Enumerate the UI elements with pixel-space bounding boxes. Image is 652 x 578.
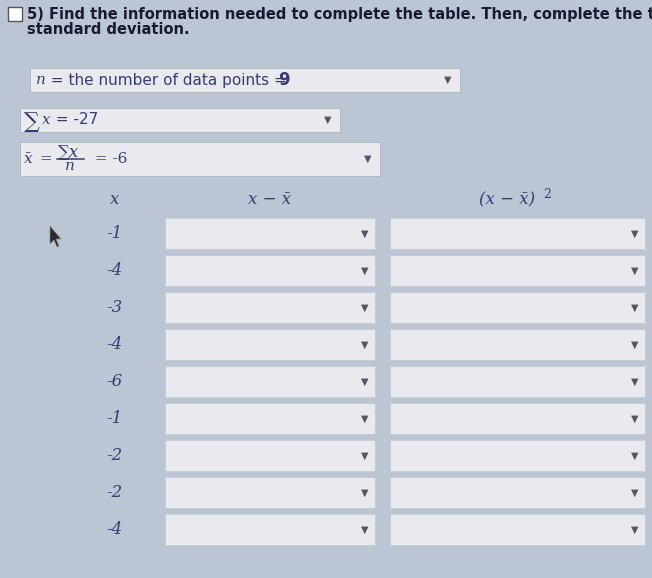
FancyBboxPatch shape bbox=[165, 218, 375, 249]
Text: ▼: ▼ bbox=[364, 154, 372, 164]
Text: = -27: = -27 bbox=[51, 113, 98, 128]
Text: n: n bbox=[65, 159, 75, 173]
FancyBboxPatch shape bbox=[165, 440, 375, 471]
FancyBboxPatch shape bbox=[30, 68, 460, 92]
Text: ▼: ▼ bbox=[631, 265, 639, 276]
FancyBboxPatch shape bbox=[390, 329, 645, 360]
Text: -2: -2 bbox=[107, 447, 123, 464]
Text: 9: 9 bbox=[278, 71, 289, 89]
FancyBboxPatch shape bbox=[390, 255, 645, 286]
Text: -3: -3 bbox=[107, 299, 123, 316]
Text: =: = bbox=[35, 152, 53, 166]
FancyBboxPatch shape bbox=[165, 292, 375, 323]
FancyBboxPatch shape bbox=[390, 440, 645, 471]
Text: -4: -4 bbox=[107, 336, 123, 353]
Text: ▼: ▼ bbox=[361, 376, 369, 387]
FancyBboxPatch shape bbox=[165, 514, 375, 545]
Text: ▼: ▼ bbox=[361, 339, 369, 350]
Text: ▼: ▼ bbox=[361, 265, 369, 276]
Text: ▼: ▼ bbox=[631, 524, 639, 535]
Text: ▼: ▼ bbox=[631, 450, 639, 461]
Text: = the number of data points =: = the number of data points = bbox=[46, 72, 287, 87]
Text: ▼: ▼ bbox=[444, 75, 452, 85]
Text: -1: -1 bbox=[107, 410, 123, 427]
Text: ▼: ▼ bbox=[631, 339, 639, 350]
Text: -6: -6 bbox=[107, 373, 123, 390]
FancyBboxPatch shape bbox=[165, 477, 375, 508]
Text: ▼: ▼ bbox=[631, 228, 639, 239]
FancyBboxPatch shape bbox=[390, 477, 645, 508]
Text: -2: -2 bbox=[107, 484, 123, 501]
FancyBboxPatch shape bbox=[390, 366, 645, 397]
FancyBboxPatch shape bbox=[165, 329, 375, 360]
FancyBboxPatch shape bbox=[390, 292, 645, 323]
FancyBboxPatch shape bbox=[20, 142, 380, 176]
Text: 5) Find the information needed to complete the table. Then, complete the table a: 5) Find the information needed to comple… bbox=[27, 8, 652, 23]
Text: -4: -4 bbox=[107, 262, 123, 279]
Text: n: n bbox=[36, 73, 46, 87]
Text: (x − x̄): (x − x̄) bbox=[479, 191, 535, 209]
Text: ▼: ▼ bbox=[361, 450, 369, 461]
FancyBboxPatch shape bbox=[8, 7, 22, 21]
Text: ▼: ▼ bbox=[631, 376, 639, 387]
Text: ▼: ▼ bbox=[631, 302, 639, 313]
Text: ∑x: ∑x bbox=[58, 143, 80, 161]
Text: 2: 2 bbox=[544, 188, 552, 202]
Text: x̄: x̄ bbox=[24, 152, 33, 166]
FancyBboxPatch shape bbox=[165, 403, 375, 434]
Text: ▼: ▼ bbox=[324, 115, 332, 125]
FancyBboxPatch shape bbox=[390, 514, 645, 545]
Text: ∑: ∑ bbox=[24, 111, 40, 133]
Text: ▼: ▼ bbox=[361, 524, 369, 535]
Text: x − x̄: x − x̄ bbox=[248, 191, 291, 209]
Polygon shape bbox=[50, 226, 61, 247]
FancyBboxPatch shape bbox=[165, 255, 375, 286]
Text: ▼: ▼ bbox=[361, 302, 369, 313]
Text: = -6: = -6 bbox=[90, 152, 127, 166]
FancyBboxPatch shape bbox=[390, 403, 645, 434]
FancyBboxPatch shape bbox=[165, 366, 375, 397]
Text: -4: -4 bbox=[107, 521, 123, 538]
Text: ▼: ▼ bbox=[361, 413, 369, 424]
Text: ▼: ▼ bbox=[361, 228, 369, 239]
Text: standard deviation.: standard deviation. bbox=[27, 21, 190, 36]
FancyBboxPatch shape bbox=[20, 108, 340, 132]
Text: ▼: ▼ bbox=[631, 413, 639, 424]
Text: ▼: ▼ bbox=[631, 487, 639, 498]
Text: ▼: ▼ bbox=[361, 487, 369, 498]
Text: -1: -1 bbox=[107, 225, 123, 242]
Text: x: x bbox=[42, 113, 51, 127]
FancyBboxPatch shape bbox=[390, 218, 645, 249]
Text: x: x bbox=[110, 191, 120, 209]
